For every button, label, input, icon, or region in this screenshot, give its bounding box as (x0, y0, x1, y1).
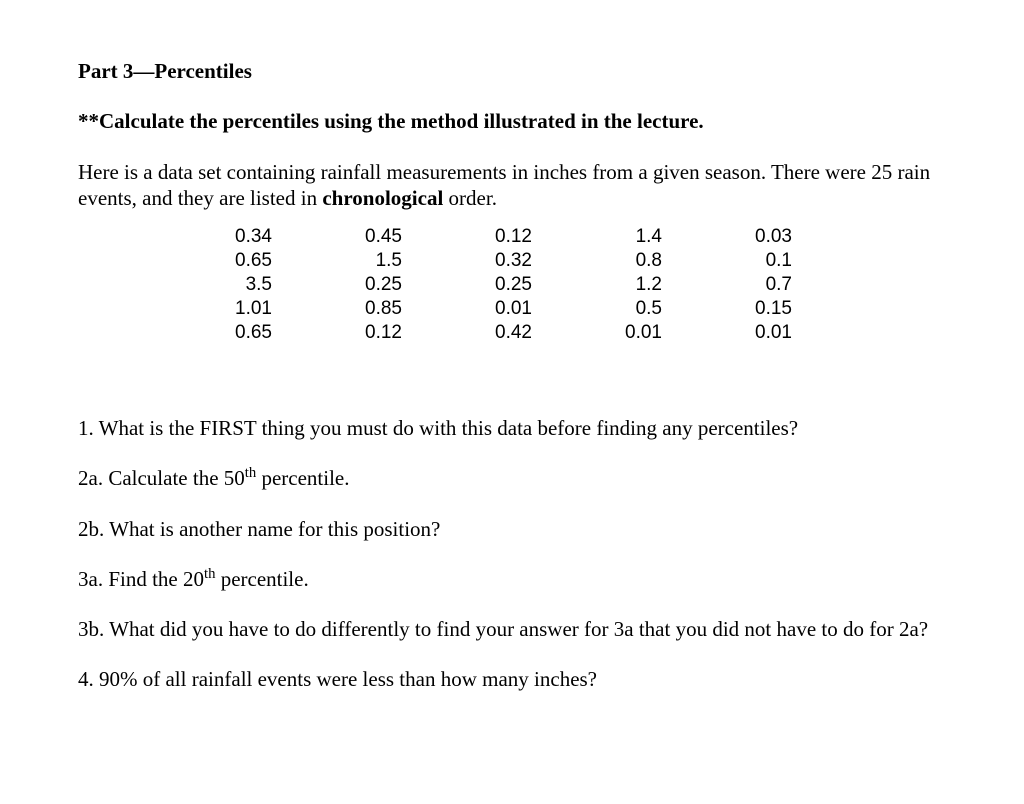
q3a-sup: th (204, 566, 215, 582)
question-3b: 3b. What did you have to do differently … (78, 616, 946, 642)
data-cell: 0.1 (686, 249, 816, 273)
data-cell: 0.32 (426, 249, 556, 273)
data-cell: 0.45 (296, 225, 426, 249)
data-cell: 0.25 (296, 273, 426, 297)
table-row: 0.65 0.12 0.42 0.01 0.01 (166, 321, 816, 345)
intro-text-1: Here is a data set containing rainfall m… (78, 160, 930, 210)
q2a-post: percentile. (256, 466, 349, 490)
rainfall-data-table: 0.34 0.45 0.12 1.4 0.03 0.65 1.5 0.32 0.… (166, 225, 816, 345)
q2a-pre: 2a. Calculate the 50 (78, 466, 245, 490)
data-cell: 0.5 (556, 297, 686, 321)
data-cell: 0.8 (556, 249, 686, 273)
instruction-prefix: ** (78, 109, 99, 133)
data-cell: 0.25 (426, 273, 556, 297)
data-cell: 0.12 (296, 321, 426, 345)
q3a-pre: 3a. Find the 20 (78, 567, 204, 591)
data-cell: 0.12 (426, 225, 556, 249)
data-cell: 0.65 (166, 321, 296, 345)
table-row: 3.5 0.25 0.25 1.2 0.7 (166, 273, 816, 297)
data-cell: 1.4 (556, 225, 686, 249)
data-cell: 1.01 (166, 297, 296, 321)
question-2a: 2a. Calculate the 50th percentile. (78, 465, 946, 491)
data-cell: 0.01 (686, 321, 816, 345)
data-cell: 0.03 (686, 225, 816, 249)
intro-paragraph: Here is a data set containing rainfall m… (78, 159, 946, 212)
data-cell: 1.5 (296, 249, 426, 273)
data-cell: 0.01 (556, 321, 686, 345)
data-cell: 0.15 (686, 297, 816, 321)
data-cell: 1.2 (556, 273, 686, 297)
data-cell: 0.65 (166, 249, 296, 273)
data-cell: 0.42 (426, 321, 556, 345)
table-row: 1.01 0.85 0.01 0.5 0.15 (166, 297, 816, 321)
q2a-sup: th (245, 465, 256, 481)
q3a-post: percentile. (215, 567, 308, 591)
data-cell: 0.01 (426, 297, 556, 321)
instruction-line: **Calculate the percentiles using the me… (78, 108, 946, 134)
table-row: 0.34 0.45 0.12 1.4 0.03 (166, 225, 816, 249)
question-2b: 2b. What is another name for this positi… (78, 516, 946, 542)
question-4: 4. 90% of all rainfall events were less … (78, 666, 946, 692)
data-cell: 0.85 (296, 297, 426, 321)
worksheet-page: Part 3—Percentiles **Calculate the perce… (0, 0, 1024, 693)
intro-bold-word: chronological (322, 186, 443, 210)
part-title: Part 3—Percentiles (78, 58, 946, 84)
data-cell: 0.34 (166, 225, 296, 249)
question-1: 1. What is the FIRST thing you must do w… (78, 415, 946, 441)
data-cell: 0.7 (686, 273, 816, 297)
data-cell: 3.5 (166, 273, 296, 297)
question-3a: 3a. Find the 20th percentile. (78, 566, 946, 592)
intro-text-2: order. (443, 186, 497, 210)
table-row: 0.65 1.5 0.32 0.8 0.1 (166, 249, 816, 273)
instruction-text: Calculate the percentiles using the meth… (99, 109, 704, 133)
